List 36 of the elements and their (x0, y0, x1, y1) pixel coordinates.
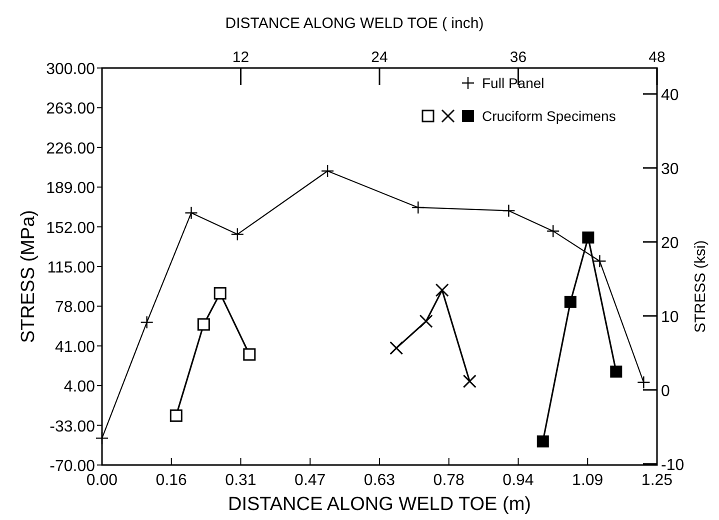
x-tick-label: 0.78 (433, 472, 465, 489)
x2-tick-label: 36 (510, 49, 527, 66)
x-tick-label: 1.09 (572, 472, 604, 489)
x-tick-label: 1.25 (641, 472, 673, 489)
y2-axis-title: STRESS (ksi) (692, 240, 709, 333)
y-tick-label: -70.00 (50, 458, 96, 475)
x2-axis-title: DISTANCE ALONG WELD TOE ( inch) (225, 15, 484, 32)
y2-tick-label: 20 (661, 234, 679, 252)
x-tick-label: 0.94 (502, 472, 534, 489)
y-tick-label: 4.00 (64, 378, 96, 396)
y2-tick-label: 10 (661, 308, 679, 326)
y-tick-label: 300.00 (46, 61, 96, 78)
y2-tick-label: 40 (661, 86, 679, 104)
x-tick-label: 0.63 (364, 472, 396, 489)
y-axis-title: STRESS (MPa) (18, 210, 39, 344)
x-tick-label: 0.16 (156, 472, 188, 489)
y-tick-label: 152.00 (46, 220, 96, 237)
x2-tick-label: 48 (648, 49, 666, 66)
y-tick-label: 115.00 (47, 260, 96, 276)
y2-tick-label: -10 (661, 456, 684, 474)
x-tick-label: 0.00 (86, 472, 118, 489)
x2-tick-label: 12 (232, 49, 250, 66)
y2-tick-label: 0 (661, 382, 670, 400)
y-tick-label: 226.00 (46, 140, 96, 158)
y-tick-label: 189.00 (46, 180, 96, 198)
legend-label: Cruciform Specimens (482, 108, 616, 124)
y-tick-label: 263.00 (46, 100, 96, 118)
legend-label: Full Panel (482, 75, 544, 91)
y-tick-label: 78.00 (54, 299, 96, 316)
x-tick-label: 0.31 (225, 472, 256, 489)
y-tick-label: 41.00 (54, 338, 96, 356)
x2-tick-label: 24 (371, 49, 388, 66)
x-tick-label: 0.47 (294, 472, 326, 489)
y2-tick-label: 30 (661, 160, 679, 178)
y-tick-label: -33.00 (50, 418, 96, 436)
x-axis-title: DISTANCE ALONG WELD TOE (m) (228, 494, 531, 515)
